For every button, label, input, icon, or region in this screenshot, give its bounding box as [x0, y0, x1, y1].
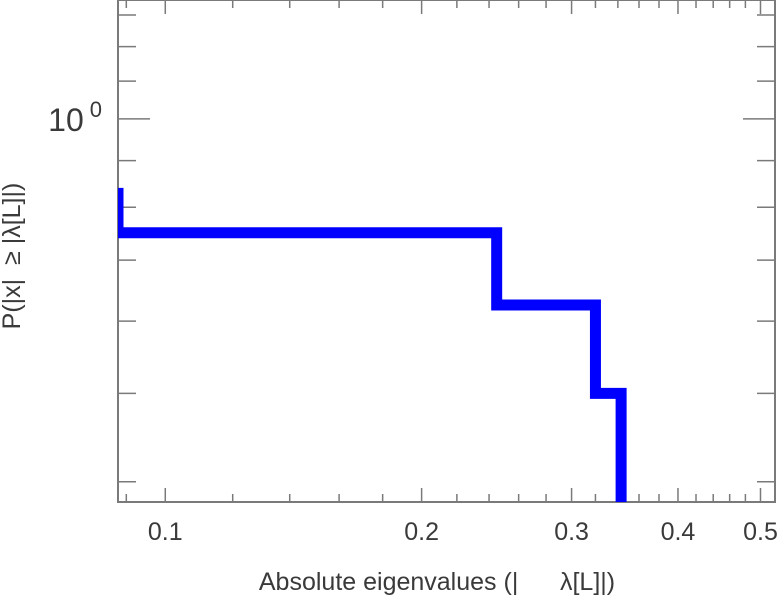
plot-area-frame [117, 0, 776, 503]
y-axis-tick-labels: 10 0 [48, 97, 102, 138]
y-tick-label: 10 0 [48, 97, 102, 138]
y-axis-label: P(|x| ≥ |λ[L]|) [0, 183, 26, 330]
x-axis-tick-labels: 0.1 0.2 0.3 0.4 0.5 [148, 518, 778, 546]
series-line [118, 187, 627, 502]
x-tick-label: 0.2 [404, 518, 439, 546]
x-axis-label: Absolute eigenvalues (| λ[L]|) [259, 568, 615, 596]
y-tick-label-base: 10 [48, 102, 84, 138]
x-tick-label: 0.3 [554, 518, 589, 546]
y-axis-ticks [118, 14, 775, 483]
series-layer [118, 187, 627, 502]
x-tick-label: 0.5 [743, 518, 778, 546]
x-axis-ticks [125, 0, 776, 502]
x-tick-label: 0.4 [661, 518, 696, 546]
y-tick-label-exponent: 0 [90, 97, 102, 122]
x-tick-label: 0.1 [148, 518, 183, 546]
